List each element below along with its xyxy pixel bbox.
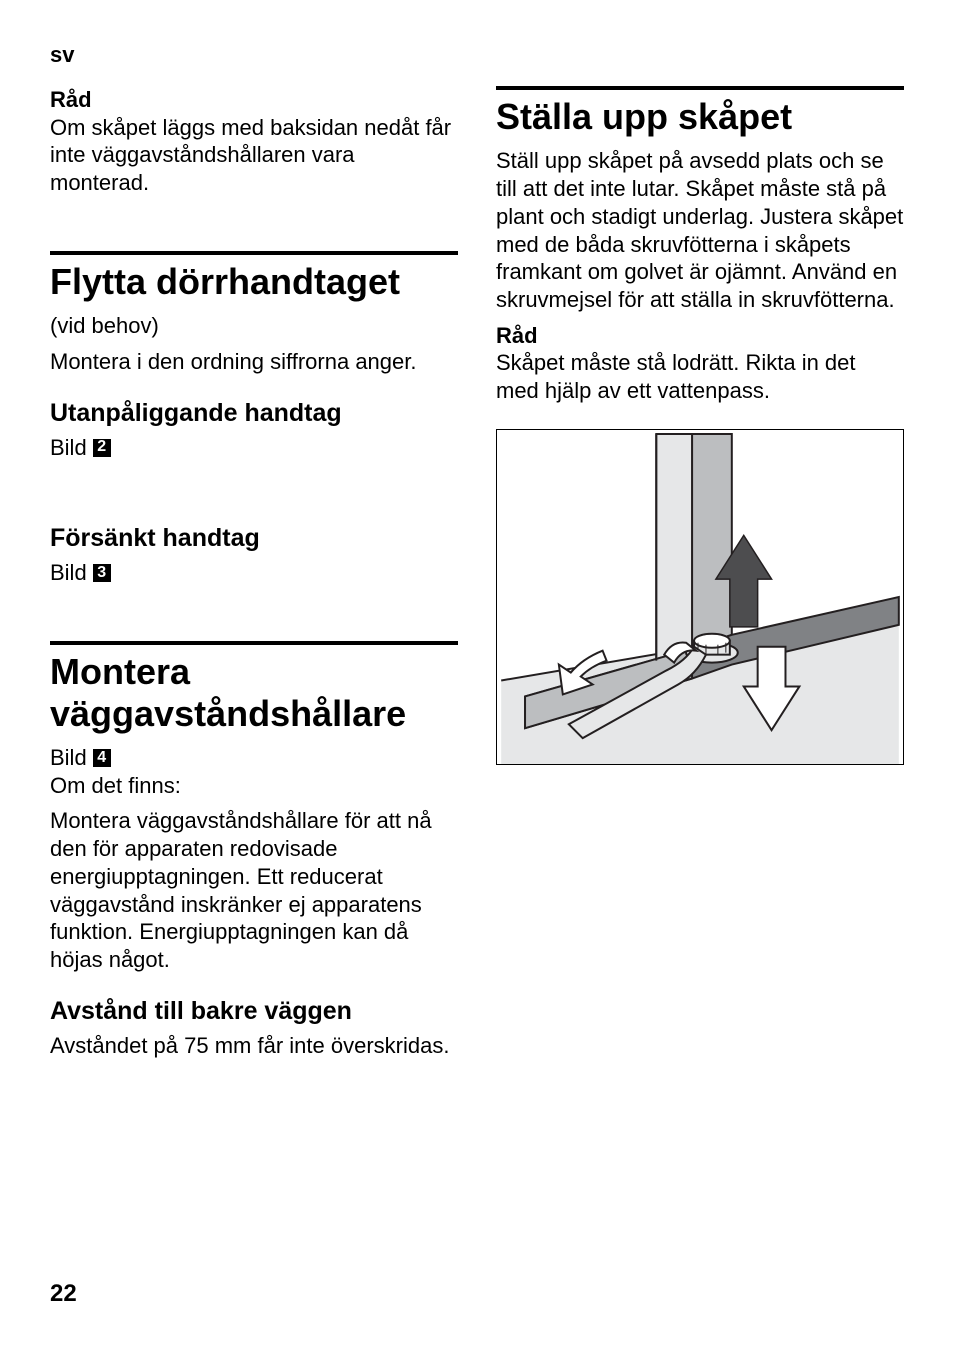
figure-label: Bild [50, 434, 87, 462]
figure-label: Bild [50, 559, 87, 587]
tip-heading: Råd [496, 322, 904, 350]
section-title: Montera väggavståndshållare [50, 651, 458, 734]
figure-label: Bild [50, 744, 87, 772]
section-rule [496, 86, 904, 90]
tip-body: Skåpet måste stå lodrätt. Rikta in det m… [496, 349, 904, 404]
figure-reference: Bild 2 [50, 434, 458, 462]
tip-heading: Råd [50, 86, 458, 114]
left-column: Råd Om skåpet läggs med baksidan nedåt f… [50, 86, 458, 1067]
subsection-title: Utanpåliggande handtag [50, 398, 458, 428]
subsection-title: Avstånd till bakre väggen [50, 996, 458, 1026]
paragraph: Avståndet på 75 mm får inte överskridas. [50, 1032, 458, 1060]
figure-number-badge: 4 [93, 749, 111, 767]
leveling-foot-svg [497, 430, 903, 764]
illustration-leveling-foot [496, 429, 904, 765]
section-title: Flytta dörrhandtaget [50, 261, 458, 302]
section-rule [50, 251, 458, 255]
subsection-title: Försänkt handtag [50, 523, 458, 553]
section-title: Ställa upp skåpet [496, 96, 904, 137]
page: sv Råd Om skåpet läggs med baksidan nedå… [0, 0, 954, 1067]
right-column: Ställa upp skåpet Ställ upp skåpet på av… [496, 86, 904, 1067]
paragraph: Ställ upp skåpet på avsedd plats och se … [496, 147, 904, 313]
figure-reference: Bild 3 [50, 559, 458, 587]
paragraph: (vid behov) [50, 312, 458, 340]
figure-number-badge: 2 [93, 439, 111, 457]
language-code: sv [50, 42, 904, 68]
paragraph: Om det finns: [50, 772, 458, 800]
paragraph: Montera väggavståndshållare för att nå d… [50, 807, 458, 973]
tip-body: Om skåpet läggs med baksidan nedåt får i… [50, 114, 458, 197]
page-number: 22 [50, 1280, 77, 1308]
paragraph: Montera i den ordning siffrorna anger. [50, 348, 458, 376]
figure-reference: Bild 4 [50, 744, 458, 772]
section-rule [50, 641, 458, 645]
two-column-layout: Råd Om skåpet läggs med baksidan nedåt f… [50, 86, 904, 1067]
figure-number-badge: 3 [93, 564, 111, 582]
